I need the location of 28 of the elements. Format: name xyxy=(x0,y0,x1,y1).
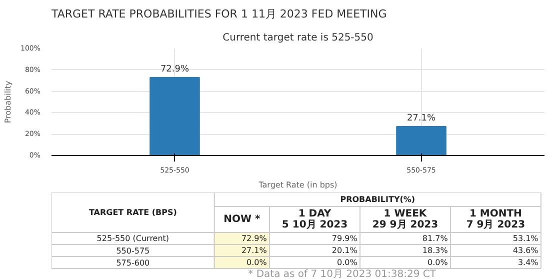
y-axis-title: Probability xyxy=(3,80,12,124)
x-tick-label: 1 DAY 5 10月 2023 xyxy=(282,208,348,230)
y-tick-label: 525-550 (Current) xyxy=(96,234,170,243)
annotation: * Data as of 7 10月 2023 01:38:29 CT xyxy=(248,269,437,279)
data-label: 27.1% xyxy=(406,114,436,124)
x-tick-label: 1 WEEK 29 9月 2023 xyxy=(372,208,438,230)
data-label: 53.1% xyxy=(512,234,539,243)
data-label: 43.6% xyxy=(512,246,539,255)
data-label: 79.9% xyxy=(332,234,358,243)
x-tick-label: NOW * xyxy=(224,214,262,225)
data-label: 72.9% xyxy=(160,64,190,74)
data-label: 20.1% xyxy=(332,246,358,255)
data-label: 0.0% xyxy=(246,258,268,267)
y-tick-label: 550-575 xyxy=(116,246,150,256)
y-axis-title: TARGET RATE (BPS) xyxy=(88,208,177,217)
chart-title: TARGET RATE PROBABILITIES FOR 1 11月 2023 FED MEETING xyxy=(50,8,387,20)
chart-title: PROBABILITY(%) xyxy=(340,195,416,204)
data-label: 27.1% xyxy=(241,246,268,255)
y-tick-label: 575-600 xyxy=(116,258,150,268)
data-label: 0.0% xyxy=(337,258,358,267)
data-label: 81.7% xyxy=(422,234,448,243)
x-axis-title: Target Rate (in bps) xyxy=(258,180,338,190)
chart-subtitle: Current target rate is 525-550 xyxy=(222,32,374,44)
data-label: 0.0% xyxy=(427,258,448,267)
x-tick-label: 1 MONTH 7 9月 2023 xyxy=(466,208,526,230)
data-label: 72.9% xyxy=(241,234,268,243)
data-label: 18.3% xyxy=(422,246,448,255)
data-label: 3.4% xyxy=(518,258,539,267)
